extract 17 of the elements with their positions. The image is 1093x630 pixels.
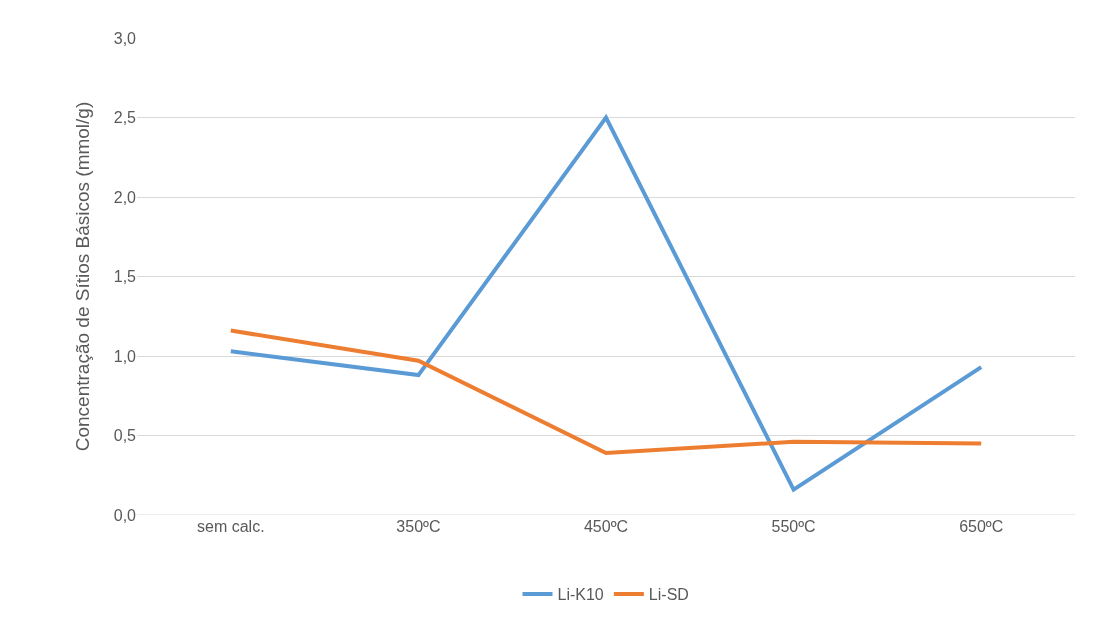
x-tick-label: 650ºC [959, 518, 1004, 535]
legend-label: Li-SD [648, 586, 689, 604]
line-series [228, 328, 984, 455]
y-tick-label: 1,5 [113, 268, 137, 286]
y-tick-label: 0,0 [113, 506, 137, 524]
legend-label: Li-K10 [557, 586, 604, 604]
y-tick-label: 2,5 [113, 109, 137, 127]
y-tick-label: 1,0 [113, 347, 137, 365]
y-tick-label: 3,0 [113, 29, 137, 47]
y-tick-label: 2,0 [113, 188, 137, 206]
line-series [228, 115, 984, 492]
y-axis-title: Concentração de Sítios Básicos (mmol/g) [72, 101, 93, 452]
y-tick-label: 0,5 [113, 427, 137, 445]
x-tick-label: 550ºC [771, 518, 816, 535]
x-tick-label: 450ºC [583, 518, 629, 535]
x-tick-label: sem calc. [197, 518, 265, 535]
x-tick-label: 350ºC [396, 518, 441, 535]
